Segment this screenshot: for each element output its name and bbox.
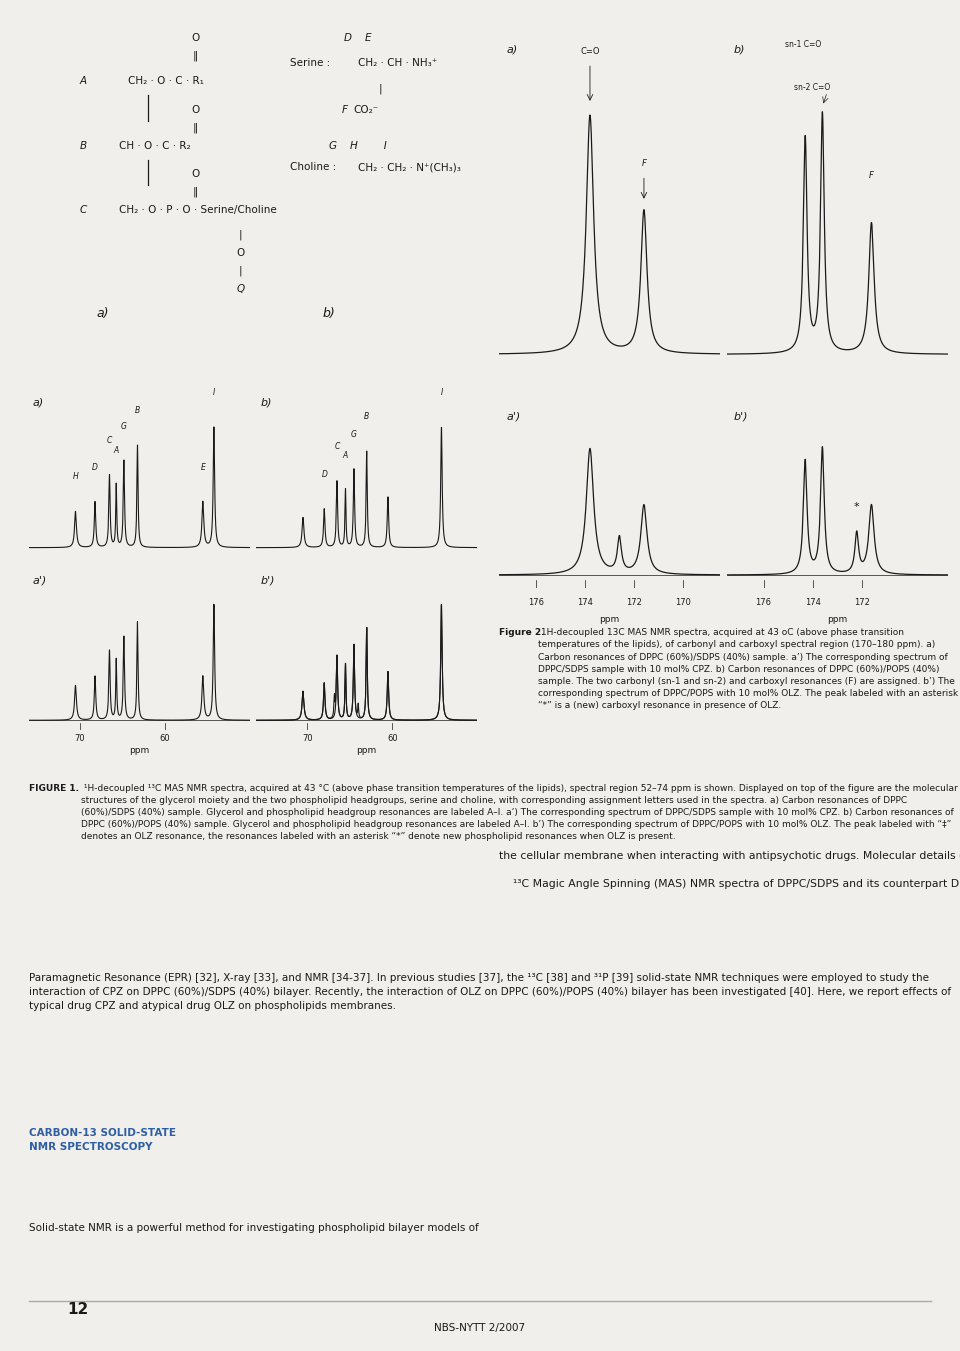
Text: b'): b') <box>260 576 276 585</box>
Text: *: * <box>854 503 859 512</box>
Text: 172: 172 <box>626 597 642 607</box>
Text: D: D <box>322 470 327 480</box>
Text: 12: 12 <box>67 1302 88 1317</box>
Text: D: D <box>92 463 98 471</box>
Text: b): b) <box>260 397 272 407</box>
Text: 174: 174 <box>804 597 821 607</box>
Text: CARBON-13 SOLID-STATE
NMR SPECTROSCOPY: CARBON-13 SOLID-STATE NMR SPECTROSCOPY <box>29 1128 176 1152</box>
Text: H: H <box>73 473 79 481</box>
Text: 170: 170 <box>675 597 691 607</box>
Text: sn-2 C=O: sn-2 C=O <box>794 82 829 92</box>
Text: ppm: ppm <box>599 616 620 624</box>
Text: ‖: ‖ <box>193 51 199 61</box>
Text: F: F <box>869 172 874 180</box>
Text: sn-1 C=O: sn-1 C=O <box>784 41 821 49</box>
Text: ppm: ppm <box>356 746 377 755</box>
Text: A: A <box>343 451 348 459</box>
Text: E: E <box>201 463 205 471</box>
Text: O: O <box>192 169 200 180</box>
Text: Choline :: Choline : <box>291 162 337 172</box>
Text: ‖: ‖ <box>193 186 199 197</box>
Text: G: G <box>351 430 357 439</box>
Text: 174: 174 <box>577 597 593 607</box>
Text: CO₂⁻: CO₂⁻ <box>353 105 379 115</box>
Text: 70: 70 <box>75 734 85 743</box>
Text: 172: 172 <box>853 597 870 607</box>
Text: ppm: ppm <box>129 746 150 755</box>
Text: O: O <box>237 249 245 258</box>
Text: a'): a') <box>507 411 521 422</box>
Text: G: G <box>121 422 127 431</box>
Text: 70: 70 <box>302 734 313 743</box>
Text: B: B <box>364 412 370 422</box>
Text: F: F <box>641 159 646 169</box>
Text: B: B <box>80 141 86 150</box>
Text: FIGURE 1.: FIGURE 1. <box>29 784 79 793</box>
Text: b): b) <box>734 45 746 54</box>
Text: Figure 2.: Figure 2. <box>499 628 544 638</box>
Text: D    E: D E <box>345 34 372 43</box>
Text: |: | <box>379 82 382 93</box>
Text: C: C <box>107 436 112 446</box>
Text: 176: 176 <box>756 597 772 607</box>
Text: a'): a') <box>33 576 47 585</box>
Text: A: A <box>80 76 86 86</box>
Text: 1H-decoupled 13C MAS NMR spectra, acquired at 43 oC (above phase transition temp: 1H-decoupled 13C MAS NMR spectra, acquir… <box>538 628 958 711</box>
Text: C=O: C=O <box>580 47 600 57</box>
Text: 60: 60 <box>387 734 397 743</box>
Text: Paramagnetic Resonance (EPR) [32], X-ray [33], and NMR [34-37]. In previous stud: Paramagnetic Resonance (EPR) [32], X-ray… <box>29 973 951 1011</box>
Text: Solid-state NMR is a powerful method for investigating phospholipid bilayer mode: Solid-state NMR is a powerful method for… <box>29 1223 478 1232</box>
Text: C: C <box>80 205 86 215</box>
Text: C: C <box>334 442 340 451</box>
Text: CH₂ · CH₂ · N⁺(CH₃)₃: CH₂ · CH₂ · N⁺(CH₃)₃ <box>358 162 461 172</box>
Text: F: F <box>342 105 348 115</box>
Text: ‖: ‖ <box>193 123 199 132</box>
Text: b'): b') <box>734 411 749 422</box>
Text: G    H        I: G H I <box>329 141 387 150</box>
Text: B: B <box>134 407 140 415</box>
Text: O: O <box>192 105 200 115</box>
Text: 176: 176 <box>528 597 544 607</box>
Text: ¹H-decoupled ¹³C MAS NMR spectra, acquired at 43 °C (above phase transition temp: ¹H-decoupled ¹³C MAS NMR spectra, acquir… <box>81 784 957 842</box>
Text: CH₂ · O · C · R₁: CH₂ · O · C · R₁ <box>128 76 204 86</box>
Text: a): a) <box>33 397 44 407</box>
Text: Q: Q <box>237 284 245 293</box>
Text: a): a) <box>507 45 517 54</box>
Text: ppm: ppm <box>827 616 848 624</box>
Text: CH₂ · CH · NH₃⁺: CH₂ · CH · NH₃⁺ <box>358 58 438 69</box>
Text: A: A <box>113 446 119 455</box>
Text: Serine :: Serine : <box>291 58 331 69</box>
Text: 60: 60 <box>159 734 170 743</box>
Text: b): b) <box>323 307 335 320</box>
Text: a): a) <box>96 307 109 320</box>
Text: |: | <box>239 266 243 276</box>
Text: I: I <box>441 388 443 397</box>
Text: |: | <box>239 230 243 240</box>
Text: O: O <box>192 34 200 43</box>
Text: CH · O · C · R₂: CH · O · C · R₂ <box>119 141 191 150</box>
Text: the cellular membrane when interacting with antipsychotic drugs. Molecular detai: the cellular membrane when interacting w… <box>499 851 960 889</box>
Text: NBS-NYTT 2/2007: NBS-NYTT 2/2007 <box>435 1324 525 1333</box>
Text: I: I <box>213 388 215 397</box>
Text: CH₂ · O · P · O · Serine/Choline: CH₂ · O · P · O · Serine/Choline <box>119 205 276 215</box>
